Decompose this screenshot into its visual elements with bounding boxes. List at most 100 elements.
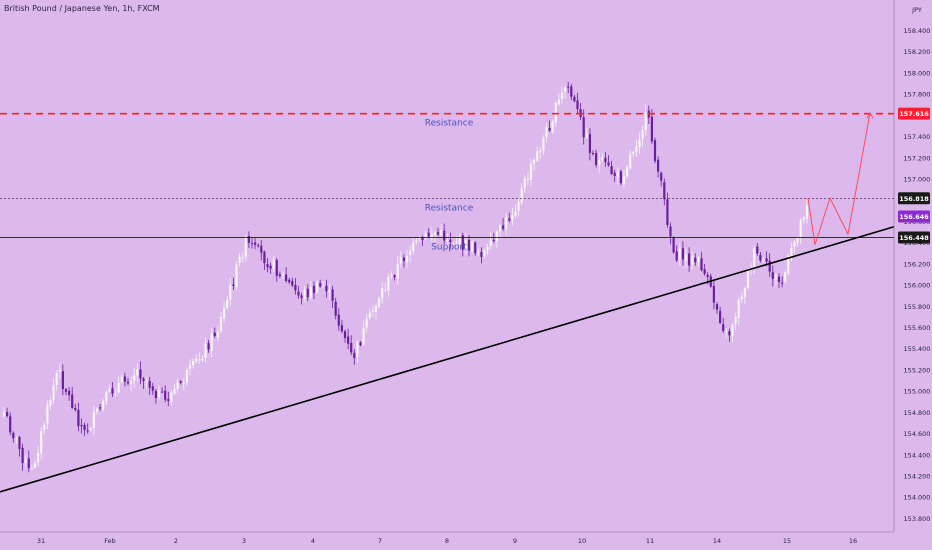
candle-body xyxy=(368,312,371,318)
candle-body xyxy=(86,430,89,432)
candle-body xyxy=(405,255,409,262)
candle-body xyxy=(114,393,117,395)
candle-body xyxy=(591,152,595,155)
candle-body xyxy=(58,369,61,372)
candle-body xyxy=(33,463,37,468)
candle-body xyxy=(157,390,161,398)
candle-body xyxy=(216,331,219,338)
candle-body xyxy=(316,282,319,293)
candle-body xyxy=(520,188,523,203)
x-tick-label: 16 xyxy=(849,537,857,545)
candle-body xyxy=(300,295,303,298)
candle-body xyxy=(399,257,402,264)
y-tick-label: 155.200 xyxy=(904,366,931,374)
candle-body xyxy=(238,256,241,264)
candle-body xyxy=(759,255,762,261)
candle-body xyxy=(443,230,446,241)
annotations-layer: Resistance Resistance Support xyxy=(425,119,474,253)
candle-body xyxy=(219,316,223,332)
candle-body xyxy=(734,316,737,324)
x-tick-label: 15 xyxy=(783,537,791,545)
candle-body xyxy=(117,383,120,393)
candle-body xyxy=(601,157,604,160)
candle-body xyxy=(616,171,619,177)
candle-body xyxy=(697,257,700,263)
x-tick-label: 7 xyxy=(378,537,382,545)
candle-body xyxy=(598,159,601,166)
candle-body xyxy=(80,425,83,427)
candle-body xyxy=(418,237,421,240)
candle-body xyxy=(514,211,517,216)
candle-body xyxy=(805,205,808,220)
candle-body xyxy=(201,359,204,361)
candle-body xyxy=(232,284,235,286)
candle-body xyxy=(604,157,607,163)
y-tick-label: 158.400 xyxy=(904,27,931,35)
candle-body xyxy=(309,287,312,299)
candle-body xyxy=(743,287,746,297)
y-tick-label: 158.000 xyxy=(904,69,931,77)
x-tick-label: 8 xyxy=(445,537,449,545)
candle-body xyxy=(46,404,49,424)
candle-body xyxy=(337,314,340,326)
candle-body xyxy=(508,218,511,221)
candle-body xyxy=(99,407,102,409)
price-axis: JPY 153.800 154.000 154.200 154.400 154.600 1… xyxy=(893,0,931,532)
candle-body xyxy=(560,92,564,99)
candle-body xyxy=(71,394,74,408)
symbol-title: British Pound / Japanese Yen, 1h, FXCM xyxy=(4,4,160,13)
candle-body xyxy=(489,239,492,247)
candle-body xyxy=(467,239,471,251)
candle-body xyxy=(306,288,309,298)
candle-body xyxy=(567,86,570,88)
price-tag-resistance-bg xyxy=(898,192,930,205)
candle-body xyxy=(378,298,381,307)
candle-body xyxy=(455,243,458,245)
candle-body xyxy=(49,400,52,406)
candle-body xyxy=(424,233,427,239)
candle-body xyxy=(588,134,591,153)
candle-body xyxy=(185,369,188,383)
time-axis: 31 Feb 2 3 4 7 8 9 10 11 14 15 16 xyxy=(0,531,894,545)
forecast-arrowhead xyxy=(866,112,874,119)
level-annotation: Resistance xyxy=(425,203,474,213)
price-tag-resistance-top-bg xyxy=(898,107,930,120)
candle-body xyxy=(536,150,539,161)
candle-body xyxy=(619,171,622,184)
candle-body xyxy=(402,257,405,261)
candle-body xyxy=(9,416,12,433)
candle-body xyxy=(669,226,672,237)
candle-body xyxy=(374,305,378,312)
candle-body xyxy=(136,369,139,376)
candle-body xyxy=(123,376,126,382)
candle-body xyxy=(502,225,505,229)
price-tag-resistance: 156.818 xyxy=(899,195,929,203)
candle-body xyxy=(595,153,598,165)
forecast-path xyxy=(807,113,871,245)
candle-body xyxy=(130,380,133,384)
candle-body xyxy=(254,242,257,245)
candle-body xyxy=(793,242,796,247)
candle-body xyxy=(145,380,148,382)
price-tags-layer: 157.616 156.818 156.646 156.448 xyxy=(898,107,930,244)
candle-body xyxy=(188,365,192,369)
candle-body xyxy=(529,163,533,180)
y-tick-label: 158.200 xyxy=(904,48,931,56)
candle-body xyxy=(492,239,495,241)
candle-body xyxy=(712,285,715,303)
y-tick-label: 154.000 xyxy=(904,494,931,502)
support-trendline[interactable] xyxy=(0,225,895,493)
candle-body xyxy=(660,172,663,181)
price-tag-current-bg xyxy=(898,210,930,223)
candle-body xyxy=(545,127,548,138)
candle-body xyxy=(629,154,632,169)
candle-body xyxy=(210,333,213,351)
candle-body xyxy=(343,331,347,339)
candle-body xyxy=(526,178,529,180)
candle-body xyxy=(784,272,787,282)
candle-body xyxy=(666,199,669,226)
candle-body xyxy=(347,336,350,344)
candle-body xyxy=(725,330,728,332)
candle-body xyxy=(365,318,368,328)
